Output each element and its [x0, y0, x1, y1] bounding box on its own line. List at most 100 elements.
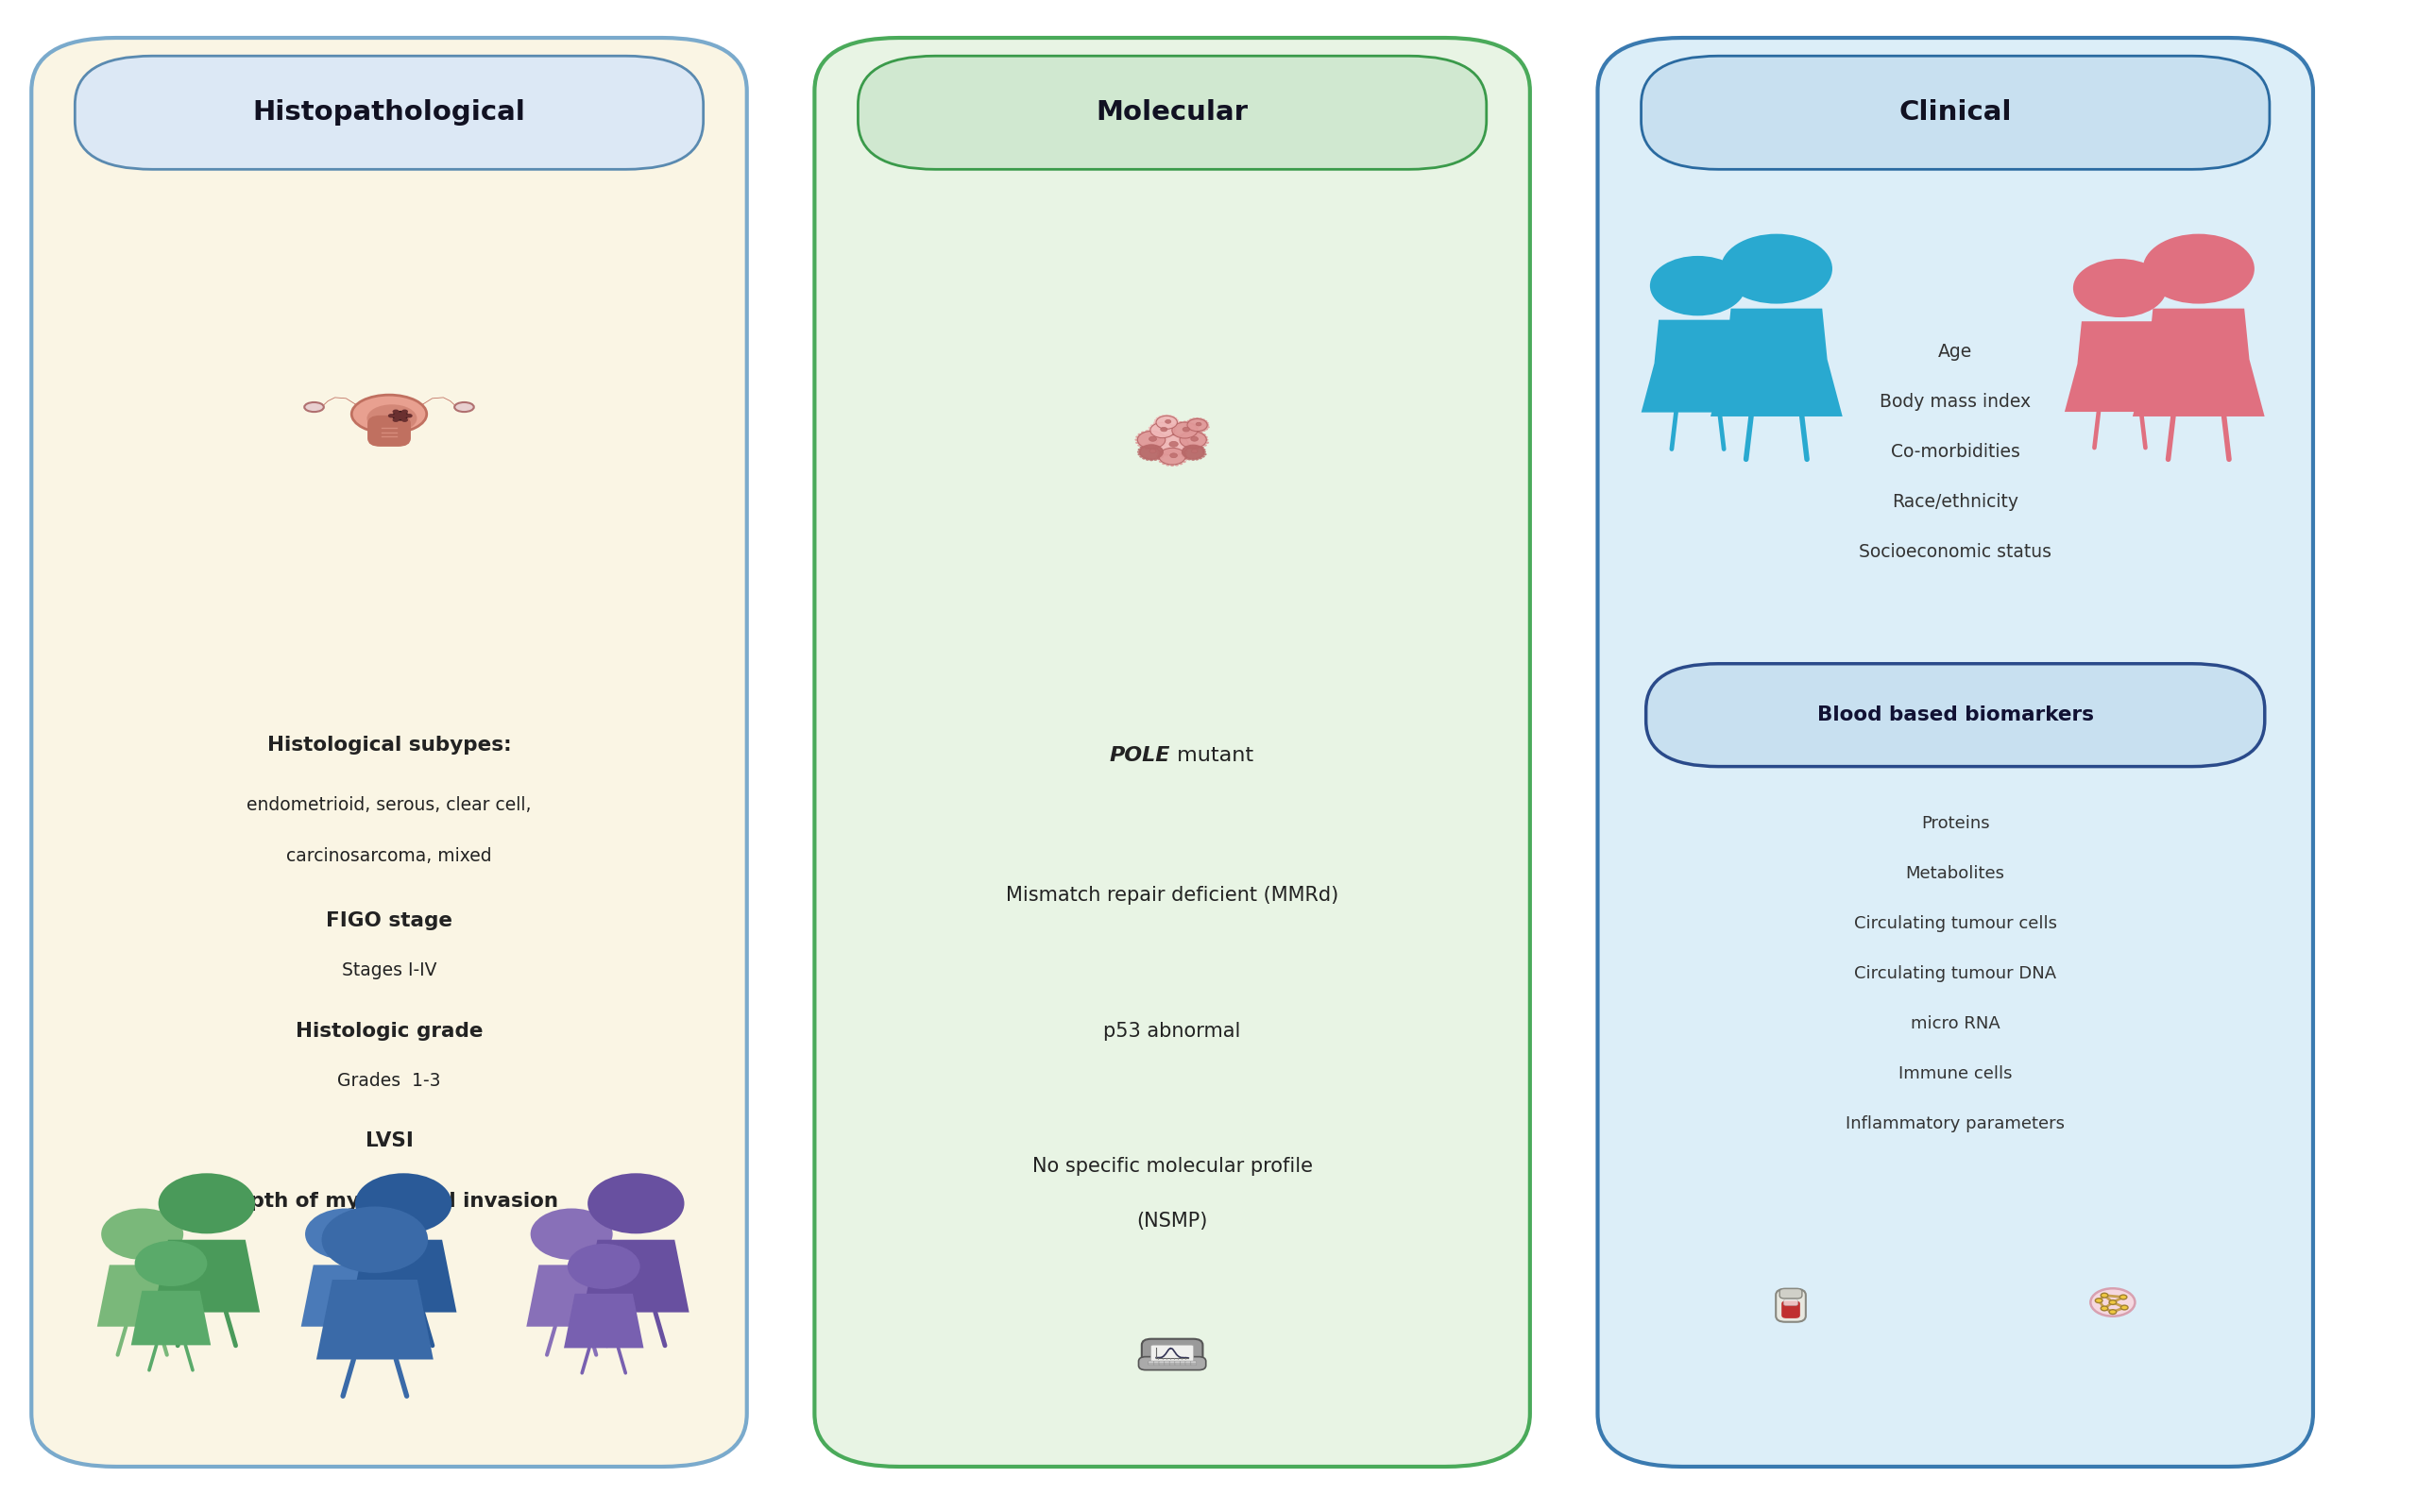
- Circle shape: [1150, 458, 1153, 461]
- Circle shape: [1201, 449, 1206, 451]
- Circle shape: [1136, 435, 1138, 438]
- Circle shape: [1177, 435, 1182, 438]
- Text: POLE: POLE: [1109, 745, 1170, 765]
- Circle shape: [135, 1241, 208, 1287]
- Text: Grades  1-3: Grades 1-3: [338, 1072, 440, 1090]
- Circle shape: [1153, 448, 1158, 449]
- Circle shape: [1172, 422, 1196, 438]
- Circle shape: [1138, 454, 1141, 455]
- FancyBboxPatch shape: [1175, 1361, 1179, 1364]
- Circle shape: [1182, 446, 1187, 449]
- Circle shape: [1201, 434, 1206, 435]
- Circle shape: [1160, 435, 1165, 438]
- Circle shape: [1192, 422, 1194, 425]
- Circle shape: [1187, 428, 1192, 431]
- Circle shape: [1175, 464, 1179, 466]
- Circle shape: [392, 410, 399, 414]
- Circle shape: [1155, 445, 1160, 448]
- Text: No specific molecular profile: No specific molecular profile: [1032, 1157, 1312, 1176]
- Circle shape: [1146, 458, 1150, 461]
- FancyBboxPatch shape: [1179, 1361, 1187, 1364]
- Circle shape: [1165, 422, 1167, 423]
- Circle shape: [1172, 416, 1175, 419]
- Circle shape: [1179, 434, 1184, 435]
- Circle shape: [1179, 435, 1184, 438]
- Text: Stages I-IV: Stages I-IV: [341, 962, 437, 980]
- Circle shape: [1136, 451, 1141, 454]
- Circle shape: [1155, 435, 1189, 455]
- FancyBboxPatch shape: [1170, 1362, 1175, 1364]
- Circle shape: [1196, 431, 1199, 432]
- FancyBboxPatch shape: [858, 56, 1486, 169]
- Text: (NSMP): (NSMP): [1136, 1211, 1208, 1231]
- Polygon shape: [317, 1279, 433, 1359]
- Ellipse shape: [305, 402, 324, 411]
- Circle shape: [1204, 428, 1208, 431]
- Circle shape: [1165, 428, 1170, 431]
- Ellipse shape: [1192, 437, 1199, 442]
- Circle shape: [1170, 446, 1175, 449]
- Text: Race/ethnicity: Race/ethnicity: [1893, 493, 2018, 511]
- Circle shape: [1206, 442, 1208, 445]
- Circle shape: [1160, 451, 1165, 454]
- Circle shape: [406, 414, 413, 417]
- FancyBboxPatch shape: [1165, 1362, 1170, 1365]
- Circle shape: [1170, 455, 1175, 457]
- Polygon shape: [2132, 308, 2265, 416]
- Circle shape: [1182, 451, 1184, 452]
- Circle shape: [2120, 1294, 2127, 1299]
- Circle shape: [1175, 454, 1179, 457]
- Circle shape: [1187, 448, 1192, 449]
- Circle shape: [1163, 445, 1165, 446]
- Circle shape: [1153, 435, 1158, 438]
- Text: FIGO stage: FIGO stage: [326, 912, 452, 930]
- FancyBboxPatch shape: [1779, 1288, 1803, 1299]
- Polygon shape: [131, 1291, 210, 1346]
- Circle shape: [1167, 435, 1172, 438]
- FancyBboxPatch shape: [1138, 1356, 1206, 1370]
- Circle shape: [1160, 446, 1163, 449]
- Circle shape: [1201, 429, 1206, 432]
- Circle shape: [1150, 434, 1153, 437]
- Circle shape: [1204, 438, 1208, 442]
- Circle shape: [1194, 425, 1196, 426]
- Circle shape: [1158, 457, 1160, 460]
- Circle shape: [1172, 431, 1177, 434]
- Circle shape: [1201, 451, 1206, 454]
- FancyBboxPatch shape: [367, 416, 411, 446]
- FancyBboxPatch shape: [1170, 1361, 1175, 1364]
- Circle shape: [1184, 445, 1189, 448]
- Text: LVSI: LVSI: [365, 1131, 413, 1151]
- Circle shape: [1721, 234, 1832, 304]
- Ellipse shape: [1196, 422, 1201, 426]
- Circle shape: [1143, 457, 1146, 460]
- Circle shape: [1187, 440, 1189, 443]
- Circle shape: [1184, 426, 1189, 428]
- Circle shape: [1175, 419, 1179, 422]
- Circle shape: [1170, 434, 1175, 435]
- Circle shape: [1187, 420, 1192, 422]
- Circle shape: [1196, 448, 1199, 449]
- Circle shape: [102, 1208, 184, 1259]
- Circle shape: [1204, 454, 1206, 455]
- FancyBboxPatch shape: [1192, 1361, 1196, 1364]
- Circle shape: [1163, 438, 1167, 442]
- Circle shape: [1155, 455, 1160, 458]
- Circle shape: [1196, 429, 1199, 431]
- FancyBboxPatch shape: [1148, 1362, 1155, 1365]
- Circle shape: [1206, 423, 1208, 426]
- Circle shape: [1192, 443, 1194, 446]
- FancyBboxPatch shape: [1158, 1362, 1165, 1364]
- Circle shape: [1158, 422, 1160, 423]
- Circle shape: [1184, 458, 1189, 460]
- FancyBboxPatch shape: [31, 38, 747, 1467]
- FancyBboxPatch shape: [1150, 1346, 1194, 1362]
- Circle shape: [1153, 422, 1158, 423]
- Circle shape: [1165, 434, 1170, 437]
- Circle shape: [1189, 429, 1194, 432]
- Circle shape: [1160, 437, 1165, 440]
- Text: Clinical: Clinical: [1900, 100, 2011, 125]
- Circle shape: [1179, 431, 1206, 448]
- FancyBboxPatch shape: [1158, 1362, 1165, 1365]
- Circle shape: [1182, 452, 1187, 455]
